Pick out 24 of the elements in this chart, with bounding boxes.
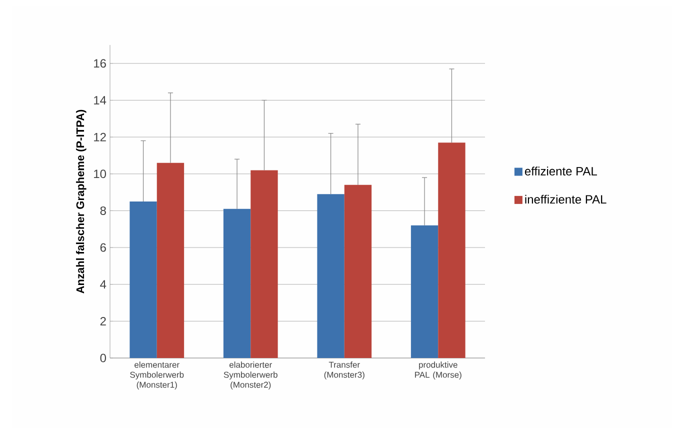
y-tick-label: 16	[94, 59, 106, 68]
bar	[410, 225, 438, 358]
y-tick-label: 8	[100, 206, 106, 215]
bar	[438, 142, 466, 358]
bar	[317, 194, 344, 358]
x-tick-label: Transfer (Monster3)	[324, 362, 364, 380]
bar	[223, 208, 251, 358]
y-tick-label: 2	[100, 316, 106, 326]
y-axis-title: Anzahl falscher Grapheme (P-ITPA)	[76, 110, 86, 294]
y-tick-label: 4	[100, 280, 106, 288]
y-tick-label: 14	[94, 96, 106, 104]
x-tick-label: produktive PAL (Morse)	[415, 362, 462, 380]
y-tick-label: 0	[100, 354, 106, 362]
legend-label: effiziente PAL	[524, 166, 597, 176]
legend-label: ineffiziente PAL	[525, 194, 606, 204]
x-tick-label: elementarer Symbolerwerb (Monster1)	[130, 362, 184, 390]
bar	[250, 170, 278, 358]
bar	[130, 202, 157, 358]
y-tick-label: 6	[100, 243, 106, 252]
y-tick-label: 10	[94, 170, 106, 178]
bar	[344, 184, 372, 358]
y-tick-label: 12	[94, 132, 106, 142]
x-tick-label: elaborierter Symbolerwerb (Monster2)	[224, 362, 278, 390]
bar	[156, 162, 184, 358]
